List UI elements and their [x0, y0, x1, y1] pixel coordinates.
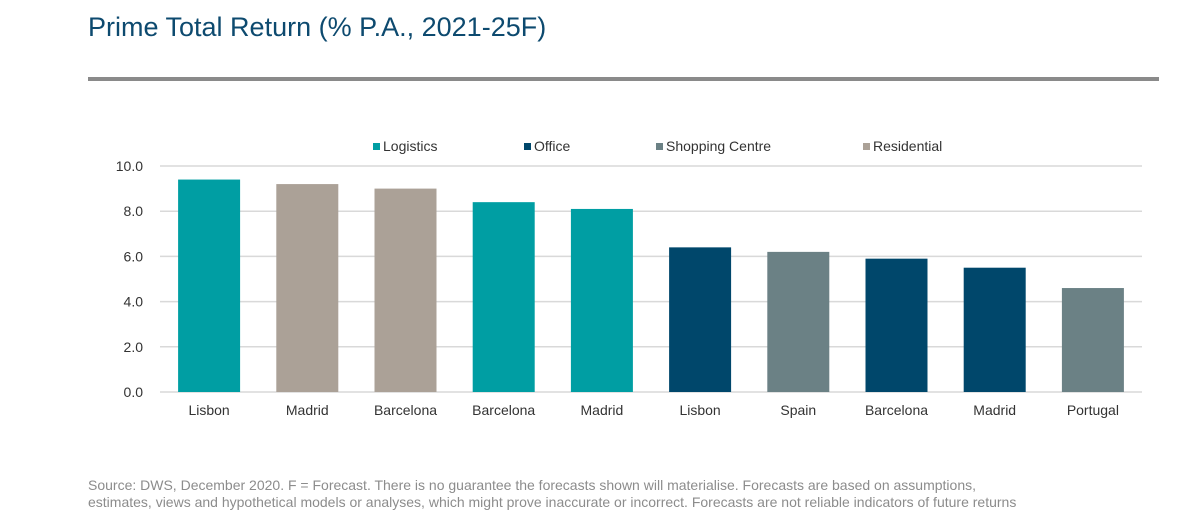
x-tick-label: Spain: [780, 402, 816, 418]
bar-office: [865, 258, 928, 392]
legend-swatch: [524, 143, 531, 150]
x-tick-label: Barcelona: [472, 402, 535, 418]
title-divider: [88, 77, 1159, 81]
x-tick-label: Madrid: [286, 402, 329, 418]
bar-office: [669, 247, 732, 392]
x-tick-label: Barcelona: [374, 402, 437, 418]
bar-residential: [374, 188, 437, 392]
legend-label: Logistics: [383, 138, 437, 154]
y-tick-label: 2.0: [124, 339, 144, 355]
bar-residential: [276, 184, 339, 392]
bar-shopping-centre: [767, 251, 830, 392]
legend-swatch: [656, 143, 663, 150]
source-note: Source: DWS, December 2020. F = Forecast…: [88, 477, 1016, 511]
y-tick-label: 0.0: [124, 384, 144, 400]
y-tick-label: 6.0: [124, 248, 144, 264]
source-note-line-2: estimates, views and hypothetical models…: [88, 494, 1017, 510]
bar-logistics: [472, 202, 535, 392]
legend-swatch: [863, 143, 870, 150]
x-tick-label: Barcelona: [865, 402, 928, 418]
source-note-line-1: Source: DWS, December 2020. F = Forecast…: [88, 477, 976, 493]
page-title: Prime Total Return (% P.A., 2021-25F): [88, 12, 547, 42]
y-tick-label: 4.0: [124, 294, 144, 310]
y-tick-label: 8.0: [124, 203, 144, 219]
bar-chart: 0.0 2.0 4.0 6.0 8.0 10.0 Lisbon Madrid Barcelona…: [116, 138, 1142, 418]
bar-logistics: [178, 179, 241, 392]
x-tick-label: Madrid: [581, 402, 624, 418]
x-tick-label: Lisbon: [679, 402, 720, 418]
legend-label: Residential: [873, 138, 942, 154]
x-tick-label: Madrid: [973, 402, 1016, 418]
legend-label: Office: [534, 138, 571, 154]
bar-logistics: [570, 208, 633, 392]
legend-swatch: [373, 143, 380, 150]
x-tick-label: Portugal: [1067, 402, 1119, 418]
bar-shopping-centre: [1061, 288, 1124, 392]
x-tick-label: Lisbon: [188, 402, 229, 418]
y-tick-label: 10.0: [116, 158, 143, 174]
bar-office: [963, 267, 1026, 392]
legend-label: Shopping Centre: [666, 138, 771, 154]
